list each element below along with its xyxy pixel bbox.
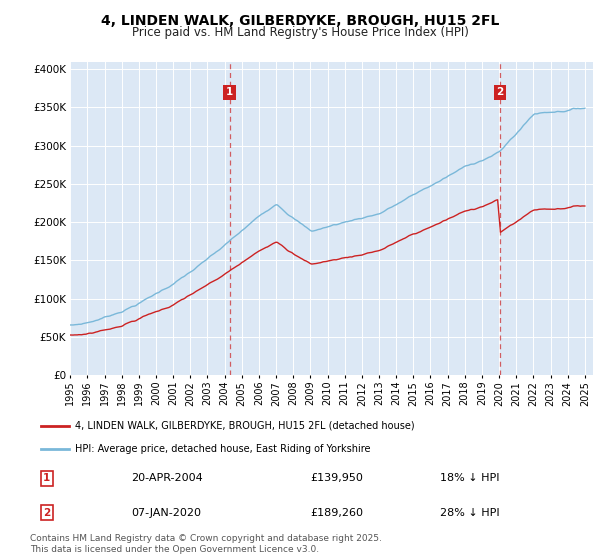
Text: £139,950: £139,950 xyxy=(311,473,364,483)
Text: 2: 2 xyxy=(496,87,503,97)
Text: HPI: Average price, detached house, East Riding of Yorkshire: HPI: Average price, detached house, East… xyxy=(75,445,370,454)
Text: 18% ↓ HPI: 18% ↓ HPI xyxy=(440,473,499,483)
Text: 07-JAN-2020: 07-JAN-2020 xyxy=(131,508,201,518)
Text: 4, LINDEN WALK, GILBERDYKE, BROUGH, HU15 2FL: 4, LINDEN WALK, GILBERDYKE, BROUGH, HU15… xyxy=(101,14,499,28)
Text: £189,260: £189,260 xyxy=(311,508,364,518)
Text: 1: 1 xyxy=(226,87,233,97)
Text: 2: 2 xyxy=(43,508,50,518)
Text: 28% ↓ HPI: 28% ↓ HPI xyxy=(440,508,499,518)
Text: Price paid vs. HM Land Registry's House Price Index (HPI): Price paid vs. HM Land Registry's House … xyxy=(131,26,469,39)
Text: 4, LINDEN WALK, GILBERDYKE, BROUGH, HU15 2FL (detached house): 4, LINDEN WALK, GILBERDYKE, BROUGH, HU15… xyxy=(75,421,415,431)
Text: 1: 1 xyxy=(43,473,50,483)
Text: 20-APR-2004: 20-APR-2004 xyxy=(131,473,203,483)
Text: Contains HM Land Registry data © Crown copyright and database right 2025.
This d: Contains HM Land Registry data © Crown c… xyxy=(30,534,382,554)
